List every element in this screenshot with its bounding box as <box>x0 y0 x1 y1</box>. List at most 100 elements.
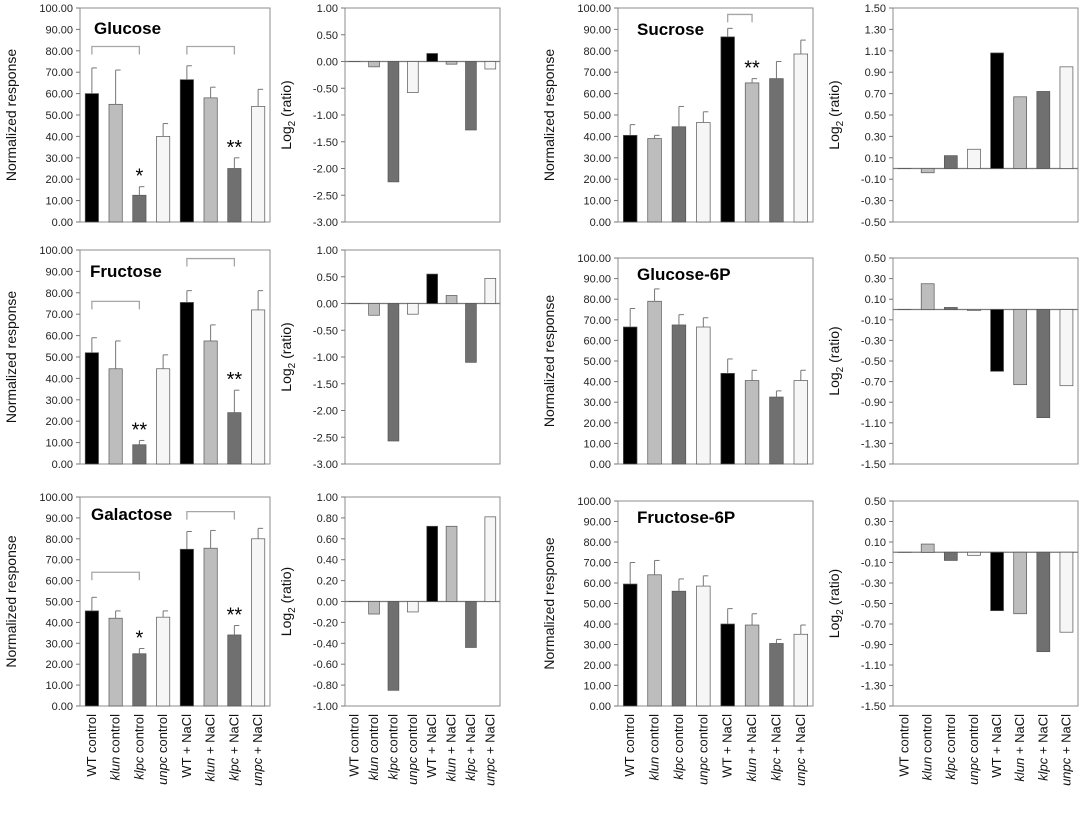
bar <box>108 368 123 465</box>
x-category-label: klpc + NaCl <box>463 714 478 781</box>
chart-title: Glucose-6P <box>637 265 731 284</box>
bar <box>387 61 400 183</box>
bar <box>251 106 266 223</box>
bar <box>426 525 438 602</box>
x-category-label: unpc control <box>966 714 981 785</box>
chart-galactose-response: 0.00 10.00 20.00 30.00 40.00 50.00 60.00 70.00 8… <box>3 492 271 786</box>
x-category-label: klun control <box>647 714 662 781</box>
bar <box>368 61 380 68</box>
y-tick-label: 20.00 <box>583 418 611 430</box>
y-tick-label: 30.00 <box>583 640 611 652</box>
bar <box>769 643 784 707</box>
chart-title: Glucose <box>94 19 161 38</box>
y-tick-label: -0.30 <box>861 335 886 347</box>
y-tick-label: 20.00 <box>45 174 73 186</box>
bar <box>108 617 123 707</box>
chart-glucose-response: 0.00 10.00 20.00 30.00 40.00 50.00 60.00 70.00 8… <box>3 3 271 229</box>
x-category-label: klpc control <box>671 714 686 780</box>
bar <box>1013 551 1028 615</box>
y-tick-label: 0.30 <box>865 517 886 529</box>
y-axis-label: Normalized response <box>3 291 19 423</box>
y-tick-label: 0.00 <box>52 701 73 713</box>
y-tick-label: 0.00 <box>52 459 73 471</box>
y-tick-label: 10.00 <box>583 681 611 693</box>
x-category-label: klpc + NaCl <box>226 714 241 781</box>
y-tick-label: 0.50 <box>865 496 886 508</box>
chart-glucose6p-response: 0.00 10.00 20.00 30.00 40.00 50.00 60.00 70.00 8… <box>541 253 814 471</box>
y-tick-label: 0.10 <box>865 294 886 306</box>
bar <box>132 444 147 465</box>
y-tick-label: 30.00 <box>45 395 73 407</box>
bar <box>179 79 194 223</box>
y-tick-label: -0.80 <box>313 680 338 692</box>
y-tick-label: 100.00 <box>39 245 73 257</box>
x-category-label: klun control <box>920 714 935 781</box>
y-tick-label: 70.00 <box>45 555 73 567</box>
bar <box>696 122 711 223</box>
y-tick-label: 80.00 <box>45 288 73 300</box>
y-tick-label: 60.00 <box>583 89 611 101</box>
bar <box>203 97 218 223</box>
significance-star: ** <box>227 137 243 159</box>
x-category-label: WT + NaCl <box>179 714 194 778</box>
x-category-label: klun control <box>108 714 123 781</box>
x-category-label: klpc + NaCl <box>768 714 783 781</box>
y-tick-label: 0.50 <box>865 110 886 122</box>
plot-frame <box>344 249 501 465</box>
y-tick-label: -1.50 <box>861 701 886 713</box>
bar <box>720 36 735 223</box>
y-tick-label: -2.00 <box>313 406 338 418</box>
x-category-label: klun + NaCl <box>1012 714 1027 782</box>
bar <box>203 547 218 707</box>
x-category-label: WT control <box>622 714 637 777</box>
y-tick-label: 10.00 <box>45 680 73 692</box>
bar <box>967 148 981 169</box>
bar <box>407 303 419 315</box>
x-category-label: klun + NaCl <box>744 714 759 782</box>
y-axis-label: Normalized response <box>541 49 557 181</box>
y-tick-label: -3.00 <box>313 459 338 471</box>
bar <box>744 82 760 223</box>
x-category-label: WT + NaCl <box>720 714 735 778</box>
x-category-label: klpc control <box>943 714 958 780</box>
bar <box>387 601 400 691</box>
y-tick-label: -1.50 <box>861 459 886 471</box>
y-tick-label: -2.00 <box>313 164 338 176</box>
y-tick-label: 50.00 <box>583 356 611 368</box>
chart-title: Fructose-6P <box>637 508 735 527</box>
y-axis-label: Normalized response <box>3 535 19 667</box>
y-tick-label: 30.00 <box>583 153 611 165</box>
y-tick-label: -0.50 <box>313 325 338 337</box>
x-category-label: klpc control <box>131 714 146 780</box>
chart-sucrose-log2: -0.50 -0.30 -0.10 0.10 0.30 0.50 0.70 0.90 1.10 1… <box>826 3 1079 229</box>
x-category-label: klpc control <box>385 714 400 780</box>
bar <box>647 138 662 223</box>
y-tick-label: 1.00 <box>317 3 338 15</box>
y-tick-label: 20.00 <box>45 659 73 671</box>
bar <box>445 525 458 602</box>
bar <box>156 136 171 223</box>
y-tick-label: 0.30 <box>865 131 886 143</box>
y-tick-label: 40.00 <box>45 373 73 385</box>
plot-frame <box>617 257 814 465</box>
y-tick-label: 70.00 <box>583 558 611 570</box>
bar <box>484 278 497 304</box>
y-tick-label: 40.00 <box>583 377 611 389</box>
y-tick-label: -0.90 <box>861 640 886 652</box>
y-tick-label: 80.00 <box>583 537 611 549</box>
y-tick-label: -0.70 <box>861 377 886 389</box>
bar <box>990 551 1004 612</box>
y-axis-label: Log2 (ratio) <box>278 322 298 391</box>
y-tick-label: 0.00 <box>317 57 338 69</box>
x-category-label: klpc + NaCl <box>1035 714 1050 781</box>
y-tick-label: 90.00 <box>45 266 73 278</box>
bar <box>623 134 638 223</box>
bar <box>227 412 242 465</box>
y-tick-label: -0.50 <box>313 83 338 95</box>
y-tick-label: 0.00 <box>317 597 338 609</box>
x-category-label: unpc control <box>405 714 420 785</box>
bar <box>445 61 458 65</box>
bar <box>720 623 735 707</box>
bar <box>1059 551 1074 633</box>
